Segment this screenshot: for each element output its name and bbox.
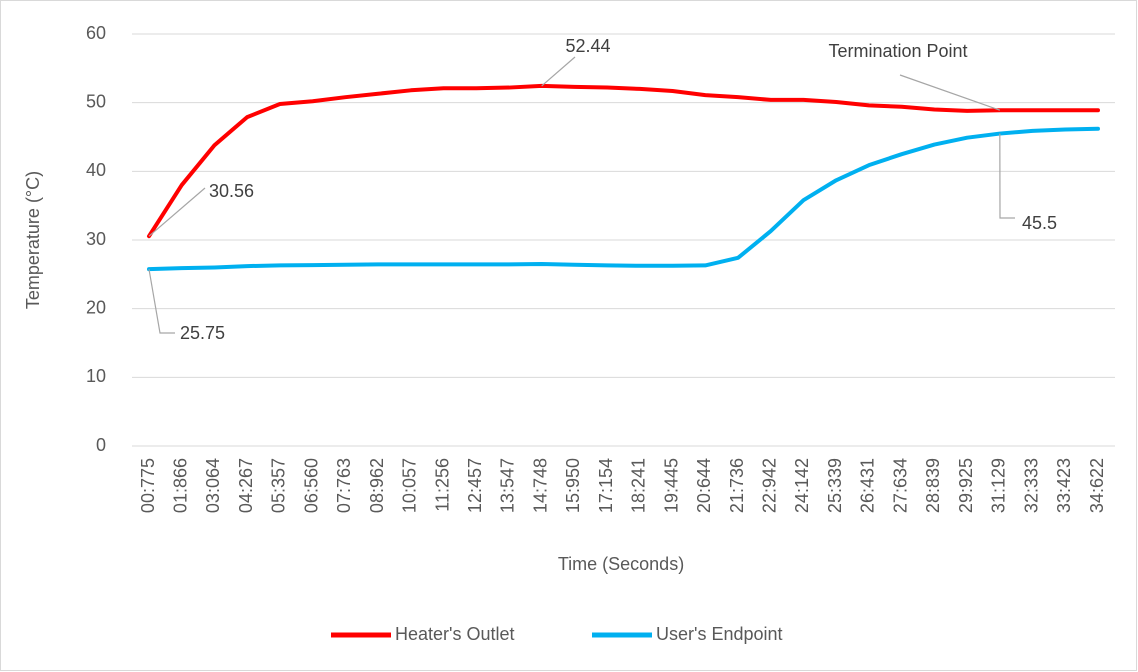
x-tick-label: 14:748	[530, 458, 550, 513]
x-tick-label: 01:866	[170, 458, 190, 513]
x-tick-label: 27:634	[890, 458, 910, 513]
x-tick-label: 25:339	[825, 458, 845, 513]
x-tick-label: 13:547	[498, 458, 518, 513]
x-tick-label: 33:423	[1054, 458, 1074, 513]
y-tick-label: 40	[86, 160, 106, 180]
leader-line	[148, 187, 206, 237]
y-tick-label: 60	[86, 23, 106, 43]
x-tick-label: 00:775	[138, 458, 158, 513]
x-tick-label: 32:333	[1021, 458, 1041, 513]
x-tick-label: 04:267	[236, 458, 256, 513]
x-tick-label: 34:622	[1087, 458, 1107, 513]
x-tick-label: 11:256	[432, 458, 452, 512]
x-tick-label: 08:962	[367, 458, 387, 513]
y-axis-title: Temperature (°C)	[23, 171, 43, 309]
x-tick-label: 21:736	[727, 458, 747, 513]
legend-label: Heater's Outlet	[395, 624, 515, 644]
data-label: 25.75	[180, 323, 225, 343]
data-label: 45.5	[1022, 213, 1057, 233]
x-tick-label: 18:241	[629, 458, 649, 513]
x-tick-label: 19:445	[661, 458, 681, 513]
series-line	[147, 126, 1100, 272]
y-tick-label: 0	[96, 435, 106, 455]
y-tick-label: 50	[86, 91, 106, 111]
legend-label: User's Endpoint	[656, 624, 783, 644]
series-line	[147, 83, 1100, 239]
x-tick-label: 26:431	[858, 458, 878, 513]
data-label: 30.56	[209, 181, 254, 201]
leader-line	[999, 133, 1015, 219]
x-tick-label: 03:064	[203, 458, 223, 513]
leader-line	[899, 74, 1001, 111]
x-tick-label: 06:560	[301, 458, 321, 513]
x-tick-label: 22:942	[760, 458, 780, 513]
y-tick-label: 20	[86, 297, 106, 317]
x-tick-label: 31:129	[989, 458, 1009, 513]
x-tick-label: 12:457	[465, 458, 485, 513]
x-tick-label: 20:644	[694, 458, 714, 513]
leader-line	[541, 56, 576, 87]
x-tick-label: 28:839	[923, 458, 943, 513]
y-tick-label: 10	[86, 366, 106, 386]
data-label: 52.44	[565, 36, 610, 56]
x-tick-label: 15:950	[563, 458, 583, 513]
x-tick-label: 17:154	[596, 458, 616, 513]
x-tick-label: 07:763	[334, 458, 354, 513]
x-axis-title: Time (Seconds)	[558, 554, 684, 574]
x-tick-label: 29:925	[956, 458, 976, 513]
x-tick-label: 05:357	[269, 458, 289, 513]
annotation: Termination Point	[828, 41, 967, 61]
x-tick-label: 10:057	[400, 458, 420, 513]
x-tick-label: 24:142	[792, 458, 812, 513]
y-tick-label: 30	[86, 229, 106, 249]
leader-line	[148, 269, 175, 334]
